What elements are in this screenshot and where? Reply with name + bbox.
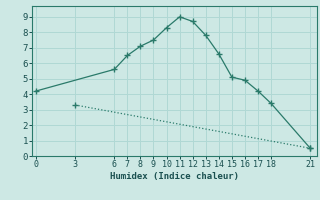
X-axis label: Humidex (Indice chaleur): Humidex (Indice chaleur): [110, 172, 239, 181]
